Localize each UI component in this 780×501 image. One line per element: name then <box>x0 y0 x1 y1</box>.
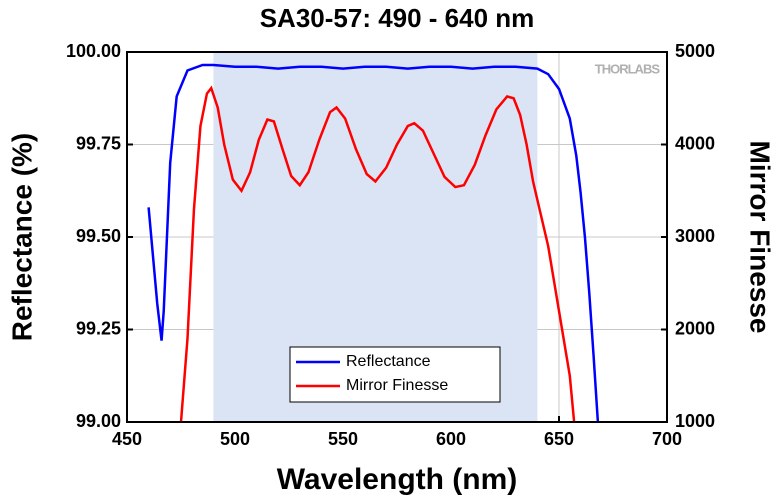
x-tick-label: 700 <box>652 429 682 449</box>
y2-axis-label: Mirror Finesse <box>745 141 776 334</box>
x-tick-label: 650 <box>544 429 574 449</box>
series-line <box>179 85 576 422</box>
plot-frame <box>126 51 668 423</box>
legend-label: Reflectance <box>346 353 431 370</box>
chart-title: SA30-57: 490 - 640 nm <box>260 3 535 33</box>
x-tick-label: 450 <box>112 429 142 449</box>
series-line <box>147 63 600 422</box>
y-tick-label: 99.00 <box>76 411 121 431</box>
watermark: THORLABS <box>595 61 661 76</box>
y-tick-label: 99.50 <box>76 226 121 246</box>
y2-tick-label: 1000 <box>675 411 715 431</box>
x-tick-label: 500 <box>220 429 250 449</box>
y-tick-label: 99.25 <box>76 318 121 338</box>
x-tick-label: 550 <box>328 429 358 449</box>
y2-tick-label: 5000 <box>675 41 715 61</box>
y-axis-label: Reflectance (%) <box>6 133 37 342</box>
y2-tick-label: 4000 <box>675 133 715 153</box>
y-tick-label: 100.00 <box>66 41 121 61</box>
x-axis-label: Wavelength (nm) <box>277 463 518 496</box>
y-tick-label: 99.75 <box>76 133 121 153</box>
y2-tick-label: 3000 <box>675 226 715 246</box>
legend-box <box>289 346 501 403</box>
x-tick-label: 600 <box>436 429 466 449</box>
legend-label: Mirror Finesse <box>346 377 448 394</box>
y2-tick-label: 2000 <box>675 318 715 338</box>
